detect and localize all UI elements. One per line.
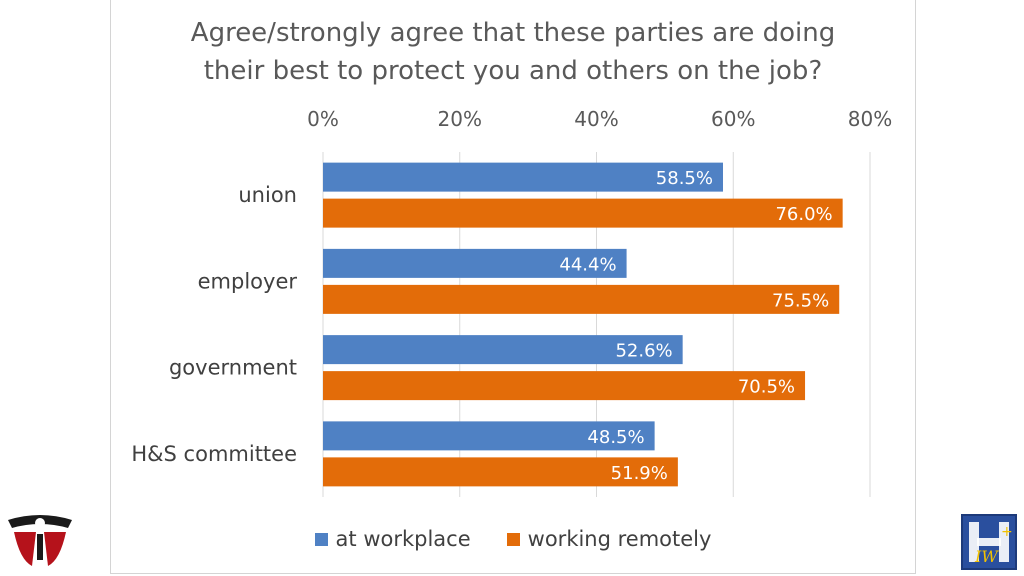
svg-text:IW: IW	[974, 547, 999, 566]
iwh-logo-graphic: IW +	[969, 522, 1013, 566]
union-logo	[8, 515, 72, 566]
data-label: 58.5%	[656, 168, 713, 189]
x-tick-label: 80%	[848, 107, 892, 131]
chart-legend: at workplace working remotely	[110, 527, 916, 551]
bar-working-remotely	[323, 371, 806, 401]
bar-at-workplace	[323, 162, 723, 192]
iwh-logo: IW +	[961, 514, 1017, 570]
x-tick-label: 0%	[307, 107, 339, 131]
bar-working-remotely	[323, 284, 840, 314]
legend-swatch-at-workplace	[314, 532, 328, 546]
legend-label-at-workplace: at workplace	[335, 527, 471, 551]
slide-frame	[110, 0, 916, 574]
x-tick-label: 60%	[711, 107, 755, 131]
svg-text:+: +	[1001, 524, 1013, 540]
x-tick-label: 40%	[574, 107, 618, 131]
category-label: H&S committee	[131, 442, 297, 466]
bar-at-workplace	[323, 248, 627, 278]
legend-item-working-remotely: working remotely	[506, 527, 712, 551]
data-label: 44.4%	[559, 254, 616, 275]
category-label: government	[169, 356, 297, 380]
bar-at-workplace	[323, 421, 655, 451]
data-label: 51.9%	[611, 463, 668, 484]
data-label: 48.5%	[587, 427, 644, 448]
bar-working-remotely	[323, 457, 678, 487]
data-label: 70.5%	[738, 377, 795, 398]
chart-title-line-1: Agree/strongly agree that these parties …	[190, 18, 836, 48]
data-label: 75.5%	[772, 290, 829, 311]
legend-swatch-working-remotely	[506, 532, 520, 546]
legend-label-working-remotely: working remotely	[527, 527, 712, 551]
data-label: 52.6%	[615, 341, 672, 362]
chart-title: Agree/strongly agree that these parties …	[110, 14, 916, 90]
data-label: 76.0%	[775, 204, 832, 225]
x-tick-label: 20%	[438, 107, 482, 131]
legend-item-at-workplace: at workplace	[314, 527, 471, 551]
chart-title-line-2: their best to protect you and others on …	[203, 56, 823, 86]
bar-working-remotely	[323, 198, 843, 228]
category-label: employer	[198, 269, 298, 293]
bar-at-workplace	[323, 335, 683, 365]
category-label: union	[238, 183, 297, 207]
